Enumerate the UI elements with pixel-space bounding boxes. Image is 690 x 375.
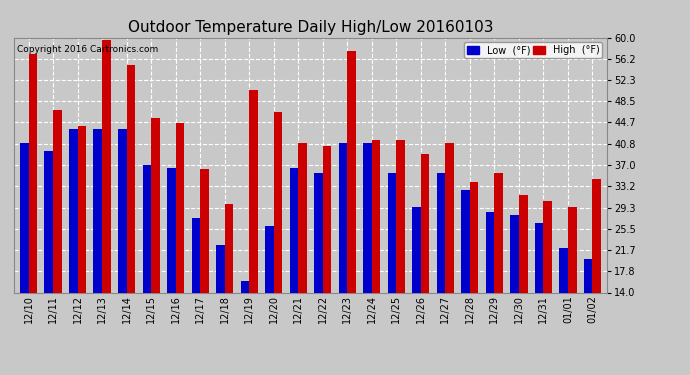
Bar: [593, 179, 601, 292]
Bar: [323, 146, 331, 292]
Bar: [200, 170, 209, 292]
Bar: [167, 168, 176, 292]
Bar: [102, 40, 110, 292]
Bar: [143, 165, 151, 292]
Bar: [265, 226, 274, 292]
Bar: [363, 143, 372, 292]
Bar: [412, 207, 421, 292]
Bar: [298, 143, 307, 292]
Bar: [151, 118, 159, 292]
Bar: [118, 129, 126, 292]
Title: Outdoor Temperature Daily High/Low 20160103: Outdoor Temperature Daily High/Low 20160…: [128, 20, 493, 35]
Bar: [274, 112, 282, 292]
Text: Copyright 2016 Cartronics.com: Copyright 2016 Cartronics.com: [17, 45, 158, 54]
Bar: [584, 259, 593, 292]
Bar: [519, 195, 528, 292]
Bar: [544, 201, 552, 292]
Bar: [241, 281, 249, 292]
Bar: [396, 140, 405, 292]
Bar: [192, 217, 200, 292]
Bar: [511, 215, 519, 292]
Bar: [176, 123, 184, 292]
Bar: [568, 207, 577, 292]
Bar: [216, 245, 225, 292]
Bar: [225, 204, 233, 292]
Bar: [347, 51, 356, 292]
Bar: [437, 173, 445, 292]
Bar: [290, 168, 298, 292]
Bar: [470, 182, 478, 292]
Bar: [372, 140, 380, 292]
Bar: [69, 129, 77, 292]
Bar: [339, 143, 347, 292]
Legend: Low  (°F), High  (°F): Low (°F), High (°F): [464, 42, 602, 58]
Bar: [126, 65, 135, 292]
Bar: [20, 143, 28, 292]
Bar: [28, 54, 37, 292]
Bar: [421, 154, 429, 292]
Bar: [462, 190, 470, 292]
Bar: [560, 248, 568, 292]
Bar: [388, 173, 396, 292]
Bar: [314, 173, 323, 292]
Bar: [53, 110, 61, 292]
Bar: [44, 151, 53, 292]
Bar: [77, 126, 86, 292]
Bar: [495, 173, 503, 292]
Bar: [249, 90, 258, 292]
Bar: [445, 143, 454, 292]
Bar: [535, 223, 544, 292]
Bar: [93, 129, 102, 292]
Bar: [486, 212, 495, 292]
